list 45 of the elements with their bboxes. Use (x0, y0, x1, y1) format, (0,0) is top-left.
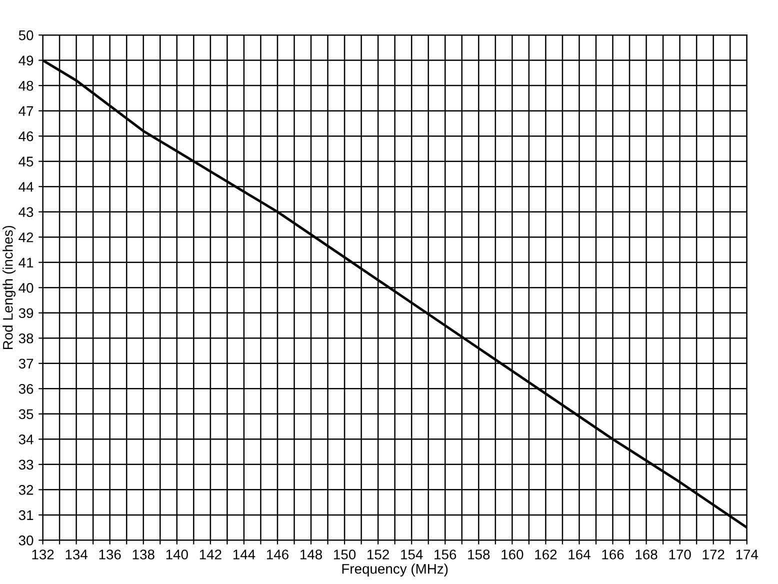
x-tick-label: 144 (233, 550, 256, 560)
x-tick-label: 156 (434, 550, 456, 560)
y-tick-label: 38 (18, 333, 34, 344)
x-tick-label: 140 (166, 550, 188, 560)
x-axis-title: Frequency (MHz) (342, 564, 448, 577)
x-tick-label: 172 (702, 550, 724, 560)
y-tick-label: 34 (18, 434, 34, 444)
y-tick-label: 41 (18, 258, 34, 268)
y-tick-label: 45 (18, 156, 34, 166)
y-axis-title: Rod Length (inches) (2, 226, 16, 350)
x-tick-label: 138 (132, 550, 154, 560)
x-tick-label: 160 (502, 550, 524, 560)
x-tick-label: 146 (266, 550, 288, 560)
y-tick-label: 39 (18, 308, 34, 318)
y-tick-label: 42 (18, 232, 34, 242)
x-tick-label: 136 (99, 550, 121, 560)
x-tick-label: 142 (200, 550, 222, 560)
x-tick-label: 170 (669, 550, 691, 560)
y-tick-label: 46 (18, 131, 34, 142)
x-tick-label: 158 (468, 550, 490, 560)
y-tick-label: 37 (18, 358, 34, 369)
y-tick-label: 32 (18, 485, 34, 495)
y-tick-label: 44 (18, 182, 34, 192)
y-tick-label: 49 (18, 56, 34, 66)
y-tick-label: 48 (18, 80, 34, 91)
x-tick-label: 134 (66, 550, 88, 560)
x-tick-label: 166 (602, 550, 624, 560)
y-tick-label: 36 (18, 384, 34, 394)
y-tick-label: 30 (18, 536, 34, 546)
x-tick-label: 150 (334, 550, 356, 560)
y-tick-label: 31 (18, 510, 34, 520)
y-tick-label: 40 (18, 282, 34, 293)
x-tick-label: 132 (32, 550, 54, 560)
y-tick-label: 43 (18, 207, 34, 218)
x-tick-label: 162 (535, 550, 557, 560)
y-tick-label: 47 (18, 106, 34, 116)
y-tick-label: 33 (18, 460, 34, 470)
x-tick-label: 148 (300, 550, 322, 560)
x-tick-label: 174 (736, 550, 758, 560)
x-tick-label: 152 (368, 550, 389, 560)
x-tick-label: 164 (568, 550, 590, 560)
x-tick-label: 154 (401, 550, 423, 560)
x-tick-label: 168 (636, 550, 658, 560)
y-tick-label: 50 (18, 30, 34, 40)
y-tick-label: 35 (18, 409, 34, 420)
